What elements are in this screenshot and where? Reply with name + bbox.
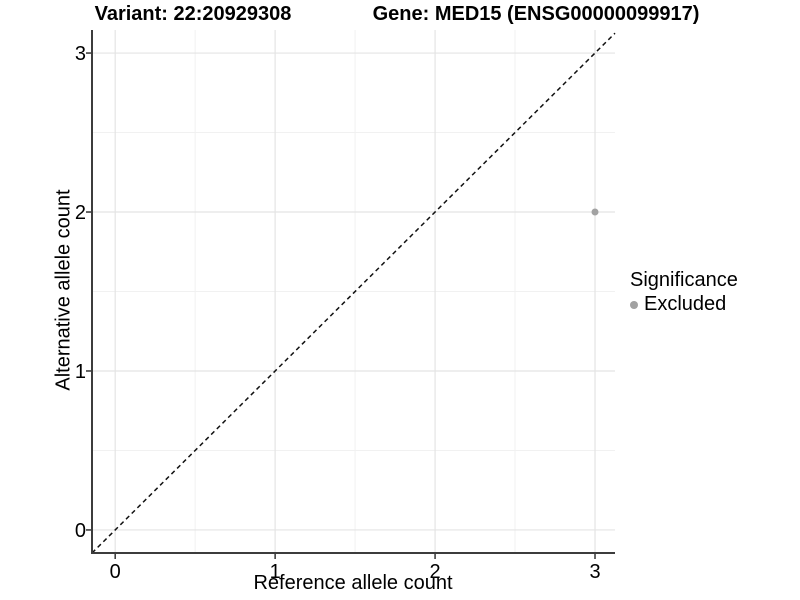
x-tick-label: 3 [589, 561, 600, 583]
legend-title: Significance [630, 269, 738, 291]
legend: Significance Excluded [630, 269, 738, 316]
y-tick-label: 2 [75, 202, 86, 224]
data-point-excluded [591, 208, 599, 216]
x-tick-label: 1 [270, 561, 281, 583]
identity-line [91, 32, 616, 554]
y-axis-label: Alternative allele count [52, 189, 75, 391]
x-tick-label: 0 [110, 561, 121, 583]
y-tick-label: 1 [75, 361, 86, 383]
legend-point-swatch [630, 300, 638, 309]
y-tick-label: 0 [75, 520, 86, 542]
x-axis-label: Reference allele count [253, 572, 453, 594]
legend-item-label: Excluded [644, 293, 727, 315]
plot-title-gene: Gene: MED15 (ENSG00000099917) [372, 3, 700, 25]
y-tick-label: 3 [75, 43, 86, 65]
legend-item-excluded: Excluded [630, 293, 738, 316]
x-tick-label: 2 [430, 561, 441, 583]
plot-title-variant: Variant: 22:20929308 [94, 3, 292, 25]
